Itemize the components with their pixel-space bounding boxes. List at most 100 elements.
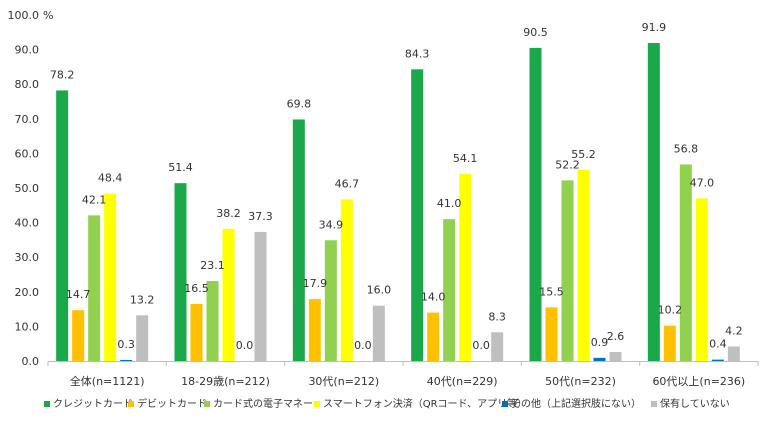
bar: [174, 183, 187, 361]
data-label: 52.2: [555, 158, 580, 171]
data-label: 56.8: [674, 142, 699, 155]
bar: [411, 69, 424, 361]
y-tick-label: 80.0: [15, 78, 40, 91]
data-labels-group: 78.2 14.7 42.1 48.4 0.3 13.2 51.4 16.5 23.1 38.2 0…: [50, 21, 743, 352]
data-label: 16.5: [184, 282, 209, 295]
data-label: 10.2: [658, 304, 683, 317]
y-tick-label: 50.0: [15, 182, 40, 195]
bar: [711, 359, 724, 361]
legend-label: デビットカード: [137, 397, 207, 410]
y-tick-label: 20.0: [15, 286, 40, 299]
bar: [206, 281, 219, 361]
data-label: 0.9: [591, 336, 609, 349]
data-label: 23.1: [200, 259, 225, 272]
data-label: 84.3: [405, 47, 430, 60]
data-label: 55.2: [571, 148, 596, 161]
bar: [529, 47, 542, 362]
data-label: 37.3: [248, 210, 273, 223]
data-label: 0.0: [472, 339, 490, 352]
bar: [609, 352, 622, 361]
y-axis: 0.0 10.0 20.0 30.0 40.0 50.0 60.0 70.0 80.0 90.0 1…: [8, 9, 54, 368]
data-label: 38.2: [216, 207, 241, 220]
data-label: 90.5: [523, 26, 548, 39]
data-label: 46.7: [335, 177, 360, 190]
data-label: 34.9: [319, 218, 344, 231]
x-category-label: 40代(n=229): [427, 375, 498, 388]
bar: [88, 215, 101, 361]
data-label: 0.4: [709, 338, 727, 351]
bar: [104, 193, 117, 361]
y-tick-label: 0.0: [22, 355, 40, 368]
data-label: 14.7: [66, 288, 91, 301]
bar: [491, 332, 504, 361]
data-label: 4.2: [725, 324, 743, 337]
data-label: 8.3: [488, 310, 506, 323]
y-tick-label: 100.0: [8, 9, 40, 22]
data-label: 69.8: [287, 97, 312, 110]
bar: [324, 240, 337, 361]
bar: [679, 164, 692, 361]
bar: [727, 346, 740, 361]
legend: クレジットカード デビットカード カード式の電子マネー スマートフォン決済（QRコード…: [44, 397, 730, 410]
bar: [427, 312, 440, 361]
bar: [120, 359, 133, 361]
data-label: 48.4: [98, 172, 123, 185]
legend-label: その他（上記選択肢にない）: [511, 397, 641, 410]
bar: [545, 307, 558, 361]
bar: [190, 303, 203, 361]
x-category-label: 60代以上(n=236): [652, 375, 745, 388]
bar: [647, 43, 660, 361]
legend-label: クレジットカード: [53, 398, 133, 410]
y-tick-label: 40.0: [15, 217, 40, 230]
legend-swatch: [502, 401, 508, 407]
bar: [443, 219, 456, 361]
bar: [372, 305, 385, 361]
data-label: 16.0: [367, 284, 392, 297]
x-category-label: 30代(n=212): [308, 375, 379, 388]
data-label: 17.9: [303, 277, 328, 290]
data-label: 54.1: [453, 152, 478, 165]
data-label: 13.2: [130, 293, 155, 306]
bar: [340, 199, 353, 361]
legend-swatch: [314, 401, 320, 407]
legend-swatch: [651, 401, 657, 407]
data-label: 42.1: [82, 193, 107, 206]
data-label: 14.0: [421, 291, 446, 304]
y-tick-label: 90.0: [15, 44, 40, 57]
x-category-label: 18-29歳(n=212): [181, 375, 270, 388]
y-tick-label: 70.0: [15, 113, 40, 126]
data-label: 47.0: [690, 176, 715, 189]
bar: [308, 299, 321, 361]
legend-swatch: [204, 401, 210, 407]
data-label: 0.3: [117, 338, 135, 351]
x-category-label: 全体(n=1121): [70, 374, 145, 388]
y-tick-label: 30.0: [15, 251, 40, 264]
legend-label: スマートフォン決済（QRコード、アプリ等）: [323, 397, 527, 410]
y-unit-label: %: [43, 9, 53, 22]
data-label: 0.0: [236, 339, 254, 352]
y-tick-label: 10.0: [15, 320, 40, 333]
bar: [292, 119, 305, 362]
bar: [459, 173, 472, 361]
bar: [72, 310, 85, 361]
y-tick-label: 60.0: [15, 147, 40, 160]
data-label: 78.2: [50, 68, 75, 81]
data-label: 15.5: [539, 285, 564, 298]
data-label: 41.0: [437, 197, 462, 210]
bar: [222, 228, 235, 361]
bar: [663, 325, 676, 361]
data-label: 0.0: [354, 339, 372, 352]
legend-label: カード式の電子マネー: [213, 397, 313, 410]
data-label: 91.9: [642, 21, 667, 34]
bar: [593, 357, 606, 361]
x-category-label: 50代(n=232): [545, 375, 616, 388]
bar: [254, 231, 267, 361]
bars-group: [56, 43, 740, 362]
bar: [577, 170, 590, 361]
x-axis: 全体(n=1121) 18-29歳(n=212) 30代(n=212) 40代(n=2…: [47, 361, 759, 388]
bar: [136, 315, 149, 361]
legend-swatch: [44, 401, 50, 407]
legend-swatch: [128, 401, 134, 407]
